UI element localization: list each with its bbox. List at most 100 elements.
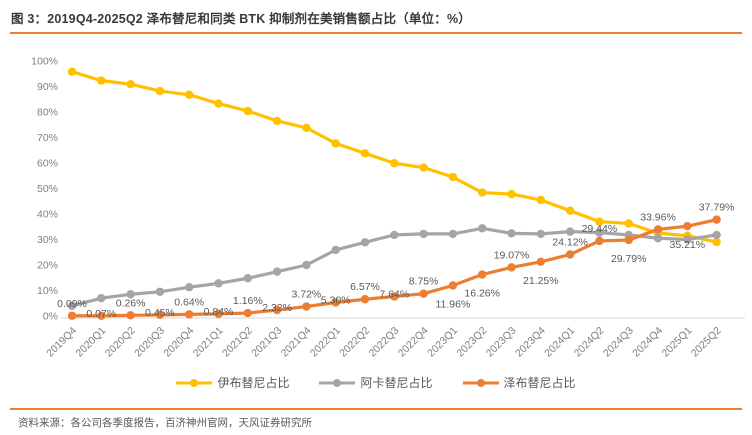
legend-item-ibrutinib: 伊布替尼占比 — [176, 374, 289, 391]
zanubrutinib-data-label: 37.79% — [699, 202, 735, 214]
ibrutinib-point — [126, 80, 135, 89]
x-tick-label: 2024Q3 — [601, 325, 636, 360]
legend-label-zanubrutinib: 泽布替尼占比 — [503, 376, 576, 390]
acalabrutinib-point — [507, 229, 516, 238]
chart-legend: 伊布替尼占比 阿卡替尼占比 泽布替尼占比 — [0, 374, 752, 391]
zanubrutinib-data-label: 3.72% — [292, 289, 322, 301]
ibrutinib-point — [478, 188, 487, 197]
zanubrutinib-data-label: 33.96% — [640, 211, 676, 223]
acalabrutinib-point — [390, 230, 399, 240]
zanubrutinib-point — [565, 250, 575, 259]
ibrutinib-point — [595, 217, 604, 226]
zanubrutinib-point — [448, 281, 458, 290]
zanubrutinib-data-label: 6.57% — [350, 281, 380, 293]
x-tick-label: 2024Q4 — [630, 325, 665, 360]
ibrutinib-point — [272, 116, 282, 126]
ibrutinib-point — [360, 149, 370, 158]
zanubrutinib-data-label: 29.79% — [611, 253, 647, 265]
zanubrutinib-data-label: 29.44% — [582, 223, 618, 235]
y-tick-label: 0% — [43, 311, 58, 323]
zanubrutinib-point — [185, 310, 194, 319]
ibrutinib-point — [419, 163, 428, 172]
zanubrutinib-point — [653, 225, 663, 234]
acalabrutinib-point — [214, 279, 223, 288]
acalabrutinib-point — [155, 287, 165, 296]
acalabrutinib-legend-marker-icon — [319, 378, 356, 387]
title-divider — [10, 32, 742, 34]
x-tick-label: 2020Q4 — [161, 325, 196, 360]
y-tick-label: 100% — [31, 56, 58, 68]
zanubrutinib-data-label: 0.84% — [204, 306, 234, 318]
acalabrutinib-point — [478, 224, 487, 233]
y-tick-label: 60% — [37, 158, 58, 170]
zanubrutinib-point — [507, 263, 516, 272]
zanubrutinib-point — [272, 305, 282, 315]
zanubrutinib-data-label: 0.07% — [86, 308, 116, 320]
figure-title: 图 3：2019Q4-2025Q2 泽布替尼和同类 BTK 抑制剂在美销售额占比… — [11, 12, 471, 26]
acalabrutinib-point — [565, 227, 575, 236]
acalabrutinib-point — [126, 290, 135, 299]
x-tick-label: 2022Q4 — [396, 325, 431, 360]
y-tick-label: 20% — [37, 260, 58, 272]
x-tick-label: 2023Q1 — [425, 325, 460, 360]
ibrutinib-point — [536, 195, 545, 205]
x-tick-label: 2023Q3 — [484, 325, 519, 360]
zanubrutinib-point — [360, 295, 370, 304]
zanubrutinib-point — [478, 270, 487, 279]
y-tick-label: 90% — [37, 81, 58, 93]
footer-divider — [10, 408, 742, 410]
x-tick-label: 2024Q1 — [542, 325, 577, 360]
x-tick-label: 2022Q2 — [337, 325, 372, 360]
y-tick-label: 30% — [37, 234, 58, 246]
ibrutinib-point — [331, 139, 340, 148]
acalabrutinib-point — [67, 301, 77, 310]
zanubrutinib-legend-marker-icon — [462, 378, 499, 387]
acalabrutinib-point — [653, 234, 663, 243]
zanubrutinib-point — [712, 215, 721, 224]
ibrutinib-point — [302, 123, 311, 133]
legend-item-zanubrutinib: 泽布替尼占比 — [462, 374, 576, 391]
ibrutinib-point — [507, 189, 516, 199]
acalabrutinib-point — [272, 267, 282, 276]
zanubrutinib-point — [419, 289, 428, 298]
acalabrutinib-point — [536, 229, 545, 239]
acalabrutinib-point — [185, 282, 194, 292]
x-tick-label: 2021Q4 — [279, 325, 314, 360]
y-tick-label: 70% — [37, 132, 58, 144]
acalabrutinib-point — [595, 228, 604, 237]
legend-label-acalabrutinib: 阿卡替尼占比 — [360, 376, 433, 390]
source-note: 资料来源：各公司各季度报告，百济神州官网，天风证券研究所 — [18, 417, 312, 429]
x-tick-label: 2020Q3 — [132, 325, 167, 360]
zanubrutinib-point — [536, 257, 545, 267]
x-tick-label: 2023Q2 — [454, 325, 489, 360]
ibrutinib-point — [185, 90, 194, 99]
acalabrutinib-point — [683, 235, 692, 244]
ibrutinib-point — [565, 206, 575, 215]
acalabrutinib-point — [360, 238, 370, 247]
zanubrutinib-data-label: 0.45% — [145, 307, 175, 319]
zanubrutinib-point — [390, 292, 399, 301]
zanubrutinib-point — [67, 311, 77, 320]
zanubrutinib-data-label: 24.12% — [552, 236, 588, 248]
zanubrutinib-point — [302, 302, 311, 311]
zanubrutinib-data-label: 5.30% — [321, 294, 351, 306]
y-tick-label: 50% — [37, 183, 58, 195]
acalabrutinib-point — [243, 274, 252, 283]
ibrutinib-point — [67, 67, 77, 76]
x-tick-label: 2025Q2 — [689, 325, 724, 360]
zanubrutinib-data-label: 8.75% — [409, 276, 439, 288]
zanubrutinib-point — [155, 310, 165, 320]
ibrutinib-point — [97, 76, 106, 85]
zanubrutinib-point — [214, 309, 223, 319]
ibrutinib-line — [70, 70, 719, 244]
zanubrutinib-data-label: 1.16% — [233, 295, 263, 307]
x-tick-label: 2021Q1 — [191, 325, 226, 360]
zanubrutinib-point — [683, 222, 692, 231]
ibrutinib-point — [624, 219, 633, 228]
zanubrutinib-data-label: 2.32% — [262, 302, 292, 314]
zanubrutinib-point — [126, 311, 135, 320]
zanubrutinib-data-label: 0.64% — [174, 296, 204, 308]
zanubrutinib-data-label: 0.09% — [57, 298, 87, 310]
ibrutinib-point — [712, 237, 721, 247]
